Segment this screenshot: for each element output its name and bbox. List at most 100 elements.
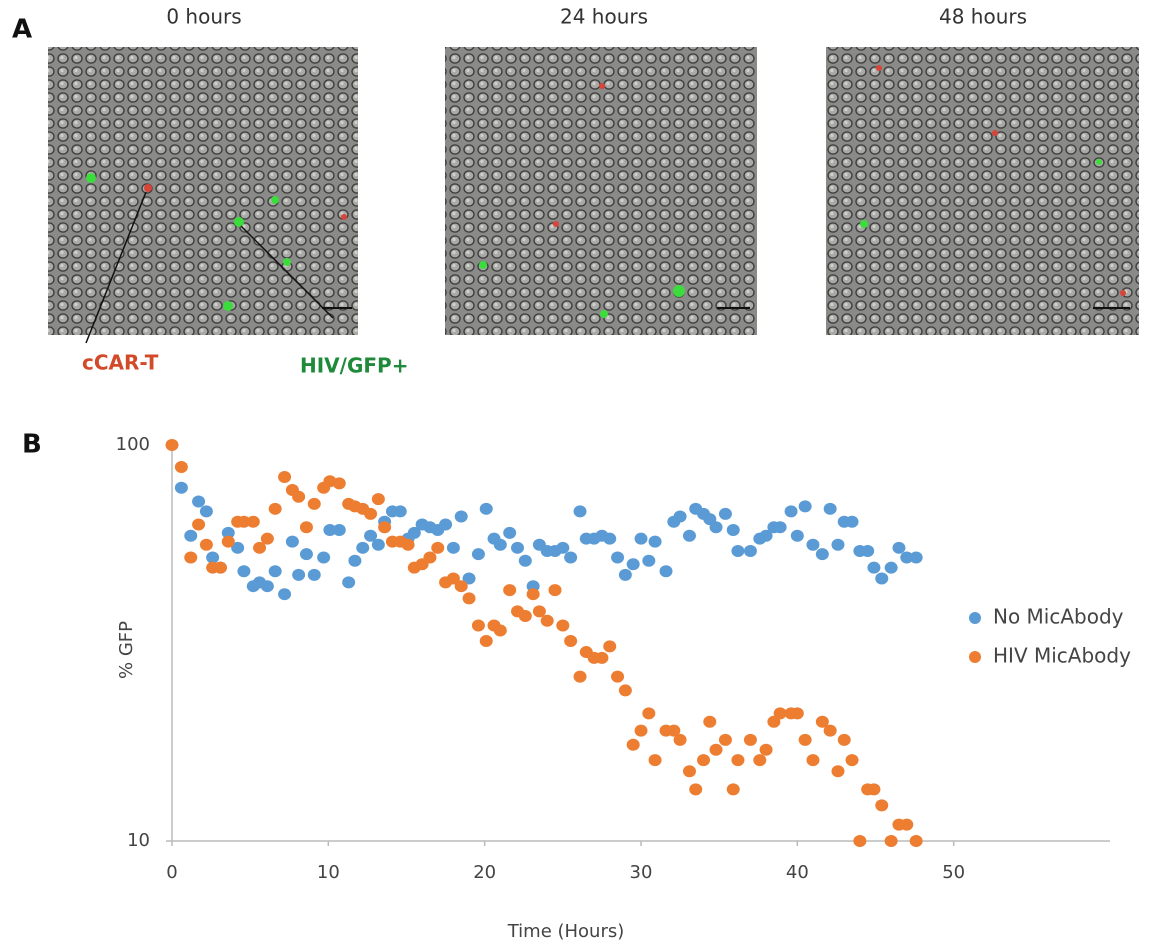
marker — [184, 529, 198, 542]
marker — [831, 538, 845, 551]
marker — [784, 505, 798, 518]
marker — [845, 515, 859, 528]
marker — [323, 524, 337, 537]
marker — [342, 576, 356, 589]
marker — [900, 818, 914, 831]
x-tick-label: 0 — [166, 862, 177, 883]
marker — [815, 715, 829, 728]
marker — [709, 521, 723, 534]
marker — [518, 609, 532, 622]
annotation: HIV/GFP+ — [300, 354, 408, 378]
marker — [618, 568, 632, 581]
marker — [892, 541, 906, 554]
marker — [718, 507, 732, 520]
marker — [853, 835, 867, 847]
legend-marker — [969, 651, 981, 663]
panel-label: A — [12, 15, 32, 45]
marker — [246, 515, 260, 528]
marker — [564, 634, 578, 647]
marker — [595, 651, 609, 664]
marker — [753, 754, 767, 767]
micrograph — [48, 47, 358, 335]
marker — [199, 505, 213, 518]
marker — [407, 526, 421, 539]
marker — [642, 707, 656, 720]
marker — [540, 614, 554, 627]
marker — [446, 541, 460, 554]
time-label: 0 hours — [166, 5, 241, 29]
legend-marker — [969, 612, 981, 624]
marker — [174, 460, 188, 473]
marker — [659, 565, 673, 578]
panel-label: B — [22, 430, 42, 460]
marker — [884, 835, 898, 847]
marker — [503, 526, 517, 539]
marker — [798, 500, 812, 513]
micrographs — [48, 47, 1139, 344]
marker — [731, 544, 745, 557]
marker — [823, 502, 837, 515]
marker — [909, 551, 923, 564]
marker — [518, 554, 532, 567]
legend-label: No MicAbody — [993, 605, 1124, 629]
marker — [221, 526, 235, 539]
marker — [348, 554, 362, 567]
marker — [759, 743, 773, 756]
pointer-lines — [85, 191, 334, 344]
marker — [603, 640, 617, 653]
marker — [726, 524, 740, 537]
marker — [431, 541, 445, 554]
micrograph — [826, 47, 1139, 335]
marker — [526, 588, 540, 601]
marker — [900, 551, 914, 564]
marker — [371, 538, 385, 551]
marker — [165, 439, 179, 451]
marker — [673, 510, 687, 523]
x-axis-label: Time (Hours) — [507, 921, 625, 942]
marker — [285, 535, 299, 548]
marker — [634, 532, 648, 545]
marker — [790, 707, 804, 720]
marker — [703, 715, 717, 728]
marker — [837, 733, 851, 746]
marker — [307, 568, 321, 581]
marker — [192, 495, 206, 508]
marker — [556, 541, 570, 554]
marker — [479, 502, 493, 515]
marker — [237, 565, 251, 578]
marker — [815, 548, 829, 561]
marker — [759, 529, 773, 542]
legend-label: HIV MicAbody — [993, 644, 1131, 668]
marker — [845, 754, 859, 767]
x-tick-label: 40 — [786, 862, 809, 883]
marker — [307, 497, 321, 510]
marker — [648, 535, 662, 548]
marker — [260, 532, 274, 545]
marker — [642, 554, 656, 567]
marker — [423, 551, 437, 564]
annotation: cCAR-T — [82, 351, 159, 375]
marker — [743, 544, 757, 557]
marker — [364, 507, 378, 520]
marker — [648, 754, 662, 767]
y-tick-label: 100 — [116, 434, 150, 455]
marker — [221, 535, 235, 548]
marker — [773, 707, 787, 720]
marker — [471, 619, 485, 632]
marker — [884, 561, 898, 574]
marker — [867, 783, 881, 796]
marker — [831, 765, 845, 778]
marker — [213, 561, 227, 574]
marker — [875, 799, 889, 812]
marker — [556, 619, 570, 632]
time-label: 48 hours — [939, 5, 1027, 29]
marker — [573, 505, 587, 518]
x-tick-label: 10 — [317, 862, 340, 883]
marker — [192, 518, 206, 531]
marker — [532, 605, 546, 618]
marker — [564, 551, 578, 564]
marker — [371, 493, 385, 506]
marker — [503, 584, 517, 597]
marker — [356, 541, 370, 554]
